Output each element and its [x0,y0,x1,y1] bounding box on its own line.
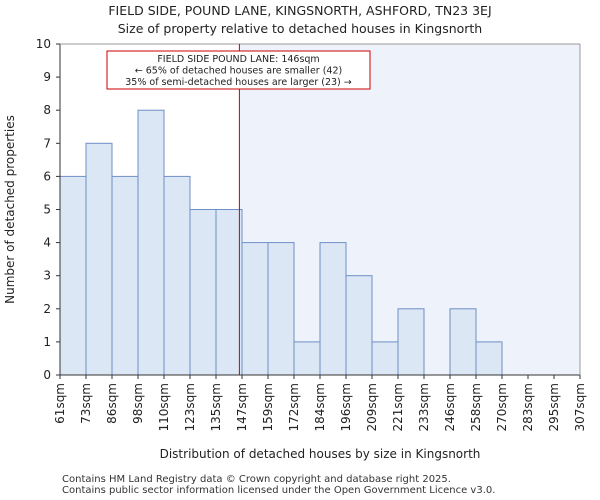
bar [293,341,321,376]
y-tick-label: 6 [43,169,51,183]
annotation-line: 35% of semi-detached houses are larger (… [125,77,352,88]
x-tick-label: 159sqm [261,383,275,431]
x-tick-label: 73sqm [79,383,93,424]
y-tick-label: 3 [43,269,51,283]
y-axis-label: Number of detached properties [3,115,17,304]
x-tick-label: 61sqm [53,383,67,424]
x-tick-label: 147sqm [235,383,249,431]
x-tick-label: 110sqm [157,383,171,431]
bar [397,308,425,376]
chart-subtitle: Size of property relative to detached ho… [117,21,483,36]
bar [85,142,113,376]
bar [475,341,503,376]
bar [241,242,269,376]
x-tick-label: 184sqm [313,383,327,431]
bar [345,275,373,376]
y-tick-label: 9 [43,70,51,84]
y-tick-label: 5 [43,203,51,217]
x-tick-label: 86sqm [105,383,119,424]
x-tick-label: 172sqm [287,383,301,431]
bar [371,341,399,376]
x-tick-label: 307sqm [573,383,587,431]
y-tick-label: 8 [43,103,51,117]
chart-title: FIELD SIDE, POUND LANE, KINGSNORTH, ASHF… [108,3,492,18]
bar [59,175,87,376]
bar [163,175,191,376]
annotation-line: FIELD SIDE POUND LANE: 146sqm [157,54,319,65]
x-tick-label: 246sqm [443,383,457,431]
x-tick-label: 270sqm [495,383,509,431]
y-tick-label: 2 [43,302,51,316]
annotation-line: ← 65% of detached houses are smaller (42… [135,66,342,77]
x-tick-label: 221sqm [391,383,405,431]
x-tick-label: 196sqm [339,383,353,431]
y-tick-label: 1 [43,335,51,349]
x-tick-label: 258sqm [469,383,483,431]
bar [189,209,217,376]
footer-licence: Contains public sector information licen… [62,485,496,496]
bar [319,242,347,376]
x-tick-label: 135sqm [209,383,223,431]
y-tick-label: 0 [43,368,51,382]
annotation-box [106,50,371,90]
bar-chart: 0 1 2 3 4 5 6 7 8 9 10 61sqm 73sqm 86sqm 98sqm 110sqm 12… [3,37,587,461]
y-tick-label: 4 [43,236,51,250]
x-tick-label: 123sqm [183,383,197,431]
footer-copyright: Contains HM Land Registry data © Crown c… [62,474,451,485]
x-axis-label: Distribution of detached houses by size … [160,447,481,461]
y-tick-label: 7 [43,136,51,150]
bar [137,109,165,376]
x-tick-label: 233sqm [417,383,431,431]
x-tick-label: 283sqm [521,383,535,431]
bar [215,209,243,376]
x-tick-label: 295sqm [547,383,561,431]
bar [267,242,295,376]
y-tick-label: 10 [36,37,51,51]
x-tick-label: 98sqm [131,383,145,424]
bar [449,308,477,376]
bar [111,175,139,376]
x-tick-label: 209sqm [365,383,379,431]
